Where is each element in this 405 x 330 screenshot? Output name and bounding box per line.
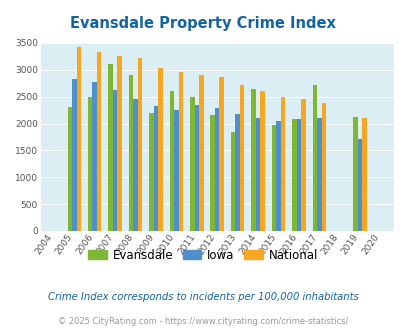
Bar <box>133 99 137 231</box>
Bar <box>169 91 174 231</box>
Text: Evansdale Property Crime Index: Evansdale Property Crime Index <box>70 16 335 31</box>
Bar <box>72 79 77 231</box>
Bar <box>292 119 296 231</box>
Bar <box>352 117 357 231</box>
Bar <box>316 117 321 231</box>
Bar <box>362 117 366 231</box>
Legend: Evansdale, Iowa, National: Evansdale, Iowa, National <box>83 244 322 266</box>
Bar <box>178 73 183 231</box>
Bar <box>219 77 224 231</box>
Bar <box>149 113 153 231</box>
Bar <box>296 119 301 231</box>
Bar <box>198 75 203 231</box>
Bar <box>128 75 133 231</box>
Bar <box>321 103 325 231</box>
Bar <box>260 91 264 231</box>
Text: Crime Index corresponds to incidents per 100,000 inhabitants: Crime Index corresponds to incidents per… <box>47 292 358 302</box>
Bar <box>67 107 72 231</box>
Bar <box>97 52 101 231</box>
Bar <box>117 56 121 231</box>
Bar <box>271 125 275 231</box>
Bar <box>251 88 255 231</box>
Bar <box>88 97 92 231</box>
Bar <box>210 115 214 231</box>
Bar <box>137 58 142 231</box>
Bar <box>190 97 194 231</box>
Bar <box>174 110 178 231</box>
Bar <box>214 109 219 231</box>
Bar <box>301 99 305 231</box>
Bar <box>113 90 117 231</box>
Bar <box>153 106 158 231</box>
Bar <box>230 132 235 231</box>
Bar <box>280 97 284 231</box>
Bar <box>357 139 362 231</box>
Text: © 2025 CityRating.com - https://www.cityrating.com/crime-statistics/: © 2025 CityRating.com - https://www.city… <box>58 317 347 326</box>
Bar <box>235 115 239 231</box>
Bar <box>77 47 81 231</box>
Bar <box>275 121 280 231</box>
Bar <box>158 68 162 231</box>
Bar <box>194 105 198 231</box>
Bar <box>92 82 97 231</box>
Bar <box>108 64 113 231</box>
Bar <box>239 85 244 231</box>
Bar <box>312 85 316 231</box>
Bar <box>255 118 260 231</box>
